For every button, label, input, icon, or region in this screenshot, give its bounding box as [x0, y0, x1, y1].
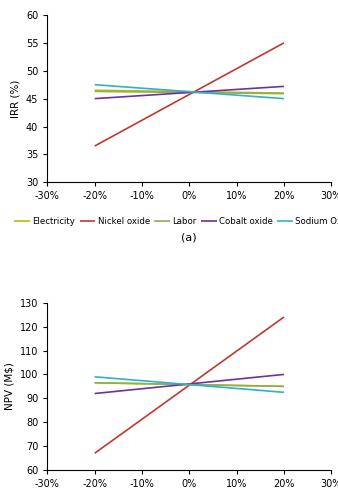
- Legend: Electricity, Nickel oxide, Labor, Cobalt oxide, Sodium Oxalate: Electricity, Nickel oxide, Labor, Cobalt…: [15, 216, 338, 226]
- Labor: [282, 90, 286, 96]
- Line: Labor: Labor: [95, 92, 284, 94]
- Electricity: [93, 380, 97, 386]
- Y-axis label: IRR (%): IRR (%): [10, 80, 20, 118]
- Line: Sodium Oxalate: Sodium Oxalate: [95, 377, 284, 392]
- Cobalt oxide: [93, 390, 97, 396]
- Line: Labor: Labor: [95, 383, 284, 386]
- Line: Electricity: Electricity: [95, 90, 284, 93]
- Electricity: [282, 384, 286, 390]
- Nickel oxide: [282, 40, 286, 46]
- Electricity: [282, 90, 286, 96]
- Sodium Oxalate: [282, 96, 286, 102]
- Sodium Oxalate: [282, 390, 286, 396]
- Electricity: [93, 88, 97, 94]
- Labor: [282, 384, 286, 390]
- Text: (a): (a): [182, 232, 197, 242]
- Cobalt oxide: [282, 372, 286, 378]
- Sodium Oxalate: [93, 374, 97, 380]
- Labor: [93, 380, 97, 386]
- Labor: [93, 88, 97, 94]
- Line: Nickel oxide: Nickel oxide: [95, 43, 284, 146]
- Y-axis label: NPV (M$): NPV (M$): [4, 362, 14, 410]
- Sodium Oxalate: [93, 82, 97, 87]
- Line: Electricity: Electricity: [95, 383, 284, 386]
- Line: Cobalt oxide: Cobalt oxide: [95, 374, 284, 394]
- Line: Cobalt oxide: Cobalt oxide: [95, 86, 284, 99]
- Line: Sodium Oxalate: Sodium Oxalate: [95, 84, 284, 98]
- Cobalt oxide: [93, 96, 97, 102]
- Cobalt oxide: [282, 84, 286, 89]
- Nickel oxide: [93, 143, 97, 149]
